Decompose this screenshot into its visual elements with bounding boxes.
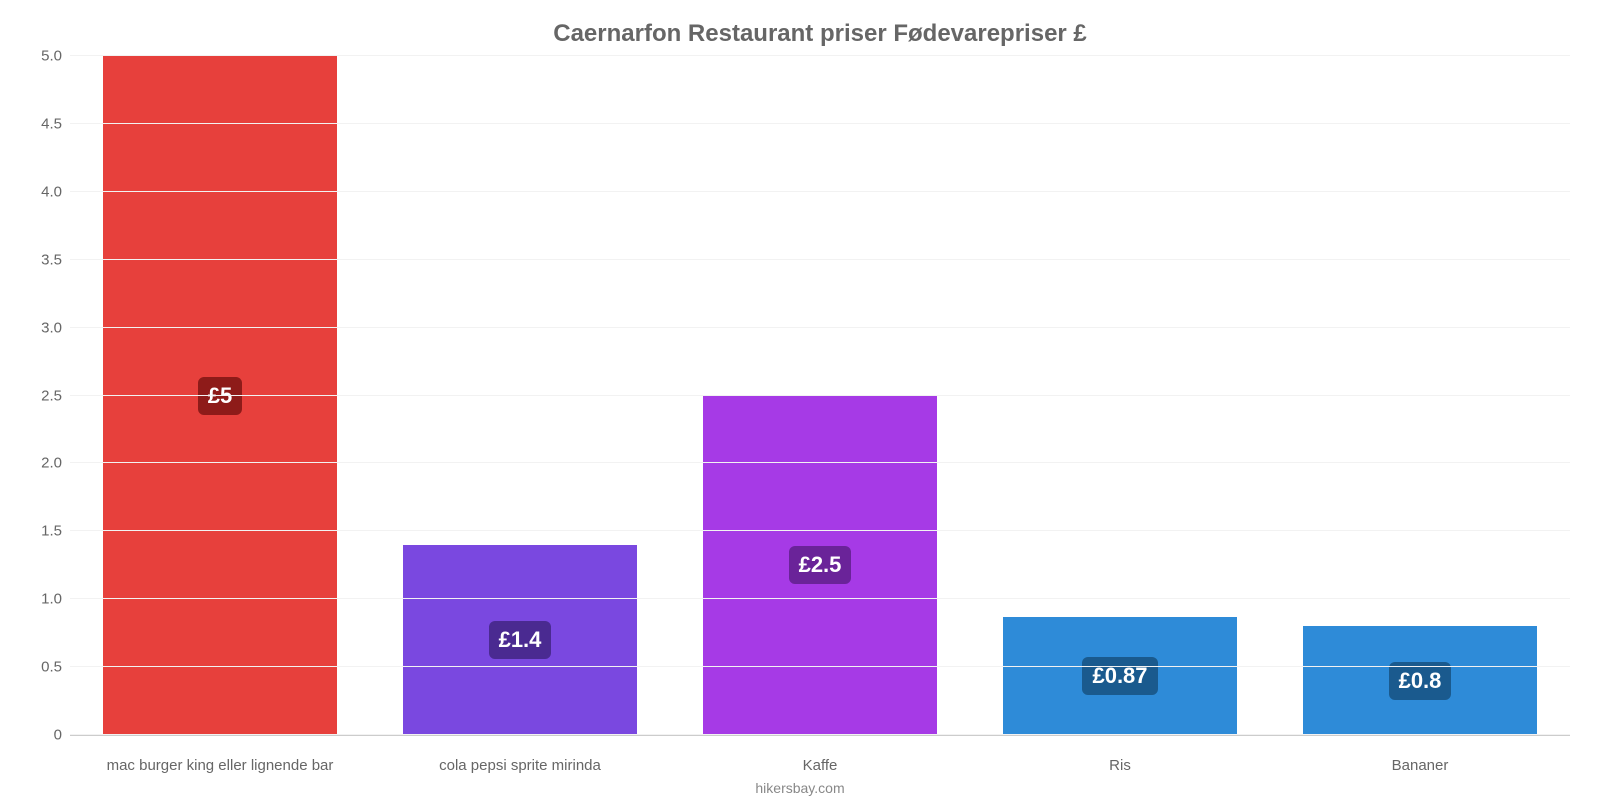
bars-row: £5 £1.4 £2.5 £0.87 £0.8 xyxy=(70,56,1570,735)
bar-slot: £0.8 xyxy=(1270,56,1570,735)
bar-slot: £5 xyxy=(70,56,370,735)
grid-line xyxy=(70,598,1570,599)
bar-slot: £0.87 xyxy=(970,56,1270,735)
y-tick-label: 0.5 xyxy=(41,659,62,676)
y-tick-label: 5.0 xyxy=(41,48,62,65)
chart-title: Caernarfon Restaurant priser Fødevarepri… xyxy=(70,20,1570,48)
y-tick-label: 2.0 xyxy=(41,455,62,472)
bar: £2.5 xyxy=(703,396,937,736)
grid-line xyxy=(70,327,1570,328)
y-tick-label: 1.0 xyxy=(41,591,62,608)
grid-line xyxy=(70,123,1570,124)
bar-slot: £1.4 xyxy=(370,56,670,735)
value-badge: £0.87 xyxy=(1082,657,1157,695)
x-tick-label: Bananer xyxy=(1270,757,1570,774)
grid-line xyxy=(70,395,1570,396)
value-badge: £2.5 xyxy=(789,546,852,584)
grid-line xyxy=(70,55,1570,56)
chart-footer: hikersbay.com xyxy=(0,780,1600,796)
x-tick-label: Ris xyxy=(970,757,1270,774)
bar: £0.87 xyxy=(1003,617,1237,735)
y-tick-label: 3.5 xyxy=(41,251,62,268)
y-tick-label: 1.5 xyxy=(41,523,62,540)
y-tick-label: 4.0 xyxy=(41,183,62,200)
plot-area: £5£1.4£2.5£0.87£0.8 00.51.01.52.02.53.03… xyxy=(70,56,1570,736)
y-tick-label: 0 xyxy=(54,727,62,744)
grid-line xyxy=(70,462,1570,463)
value-badge: £5 xyxy=(198,377,242,415)
grid-line xyxy=(70,734,1570,735)
y-tick-label: 4.5 xyxy=(41,115,62,132)
grid-line xyxy=(70,530,1570,531)
y-tick-label: 2.5 xyxy=(41,387,62,404)
value-badge: £1.4 xyxy=(489,621,552,659)
x-tick-label: cola pepsi sprite mirinda xyxy=(370,757,670,774)
grid-line xyxy=(70,666,1570,667)
x-tick-label: Kaffe xyxy=(670,757,970,774)
bar: £1.4 xyxy=(403,545,637,735)
y-tick-label: 3.0 xyxy=(41,319,62,336)
price-bar-chart: Caernarfon Restaurant priser Fødevarepri… xyxy=(0,0,1600,800)
bar-slot: £2.5 xyxy=(670,56,970,735)
x-axis-labels: mac burger king eller lignende barcola p… xyxy=(70,757,1570,774)
x-tick-label: mac burger king eller lignende bar xyxy=(70,757,370,774)
grid-line xyxy=(70,191,1570,192)
grid-line xyxy=(70,259,1570,260)
bar: £0.8 xyxy=(1303,626,1537,735)
bar: £5 xyxy=(103,56,337,735)
value-badge: £0.8 xyxy=(1389,662,1452,700)
